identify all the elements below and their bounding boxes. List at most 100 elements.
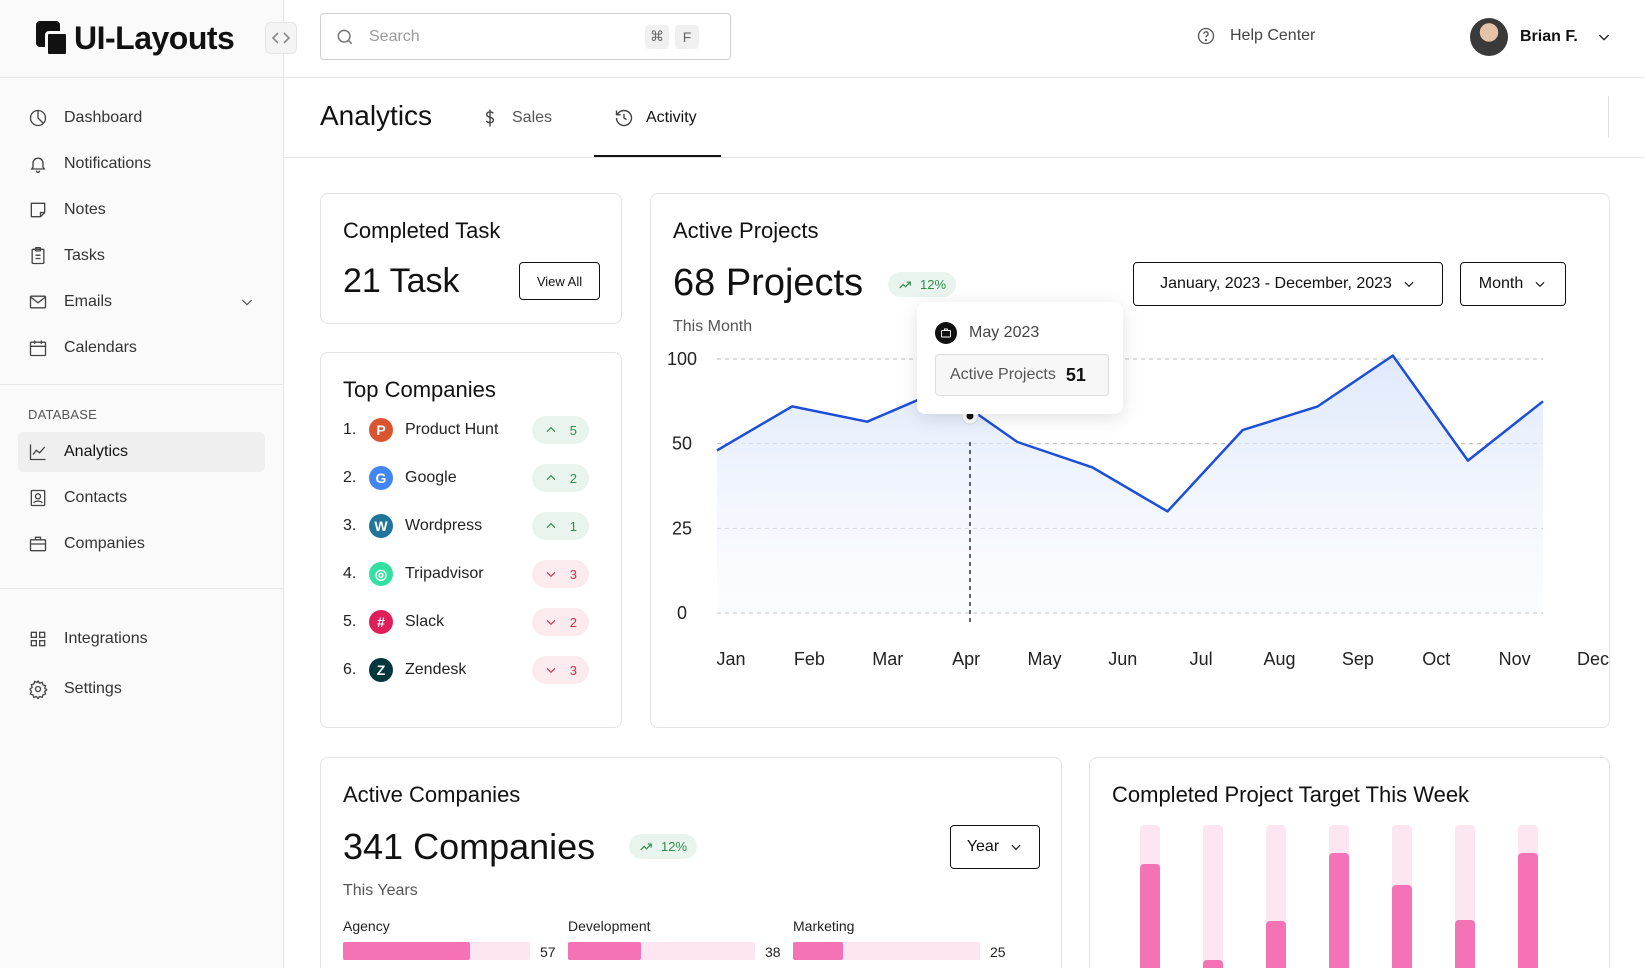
logo-row: UI-Layouts bbox=[0, 0, 297, 78]
sidebar-item-companies[interactable]: Companies bbox=[18, 524, 265, 564]
chevron-down-icon bbox=[546, 667, 556, 674]
sidebar-nav-bottom: Integrations Settings bbox=[0, 619, 283, 709]
department-bar-fill bbox=[793, 942, 844, 960]
briefcase-icon bbox=[935, 322, 957, 344]
rank-change-badge: 1 bbox=[531, 512, 589, 540]
sidebar-item-contacts[interactable]: Contacts bbox=[18, 478, 265, 518]
period-value: Month bbox=[1478, 275, 1524, 292]
chevron-down-icon bbox=[241, 299, 253, 306]
help-center-link[interactable]: Help Center bbox=[1196, 26, 1315, 46]
user-menu[interactable]: Brian F. bbox=[1470, 18, 1612, 56]
company-row[interactable]: 5. # Slack 2 bbox=[343, 607, 589, 637]
shortcut-cmd-key: ⌘ bbox=[645, 24, 669, 49]
target-bar-track bbox=[1203, 825, 1223, 968]
chevron-down-icon bbox=[1011, 844, 1021, 851]
period-dropdown[interactable]: Month bbox=[1460, 262, 1566, 306]
search-box[interactable]: ⌘ F bbox=[320, 13, 731, 60]
sidebar-item-tasks[interactable]: Tasks bbox=[18, 236, 265, 276]
rank-change-badge: 2 bbox=[531, 608, 589, 636]
x-tick-label: Nov bbox=[1499, 649, 1531, 669]
company-name: Product Hunt bbox=[405, 421, 499, 438]
company-logo-icon: P bbox=[369, 418, 393, 442]
date-range-dropdown[interactable]: January, 2023 - December, 2023 bbox=[1133, 262, 1443, 306]
card-title: Active Companies bbox=[343, 782, 521, 807]
tooltip-label: Active Projects bbox=[950, 366, 1056, 383]
sidebar-item-label: Integrations bbox=[64, 630, 148, 647]
period-caption: This Years bbox=[343, 882, 418, 899]
user-name: Brian F. bbox=[1520, 28, 1578, 45]
sidebar-nav-main: Dashboard Notifications Notes Tasks Emai… bbox=[0, 78, 283, 368]
sidebar-divider bbox=[0, 384, 283, 385]
rank-change-value: 3 bbox=[569, 566, 577, 582]
area-fill bbox=[717, 355, 1543, 613]
sidebar-item-calendars[interactable]: Calendars bbox=[18, 328, 265, 368]
sidebar-item-analytics[interactable]: Analytics bbox=[18, 432, 265, 472]
sidebar-item-notifications[interactable]: Notifications bbox=[18, 144, 265, 184]
x-tick-label: Mar bbox=[872, 649, 903, 669]
company-row[interactable]: 6. Z Zendesk 3 bbox=[343, 655, 589, 685]
search-input[interactable] bbox=[369, 27, 639, 46]
grid-icon bbox=[30, 631, 46, 647]
bell-icon bbox=[30, 157, 46, 173]
active-projects-value: 68 Projects bbox=[673, 262, 864, 304]
company-row[interactable]: 2. G Google 2 bbox=[343, 463, 589, 493]
top-companies-card: Top Companies 1. P Product Hunt 5 2. G Google 2… bbox=[320, 352, 622, 728]
department-bar-fill bbox=[568, 942, 641, 960]
target-bar-fill bbox=[1266, 921, 1286, 968]
company-row[interactable]: 1. P Product Hunt 5 bbox=[343, 415, 589, 445]
view-all-button[interactable]: View All bbox=[519, 262, 600, 300]
target-bar-fill bbox=[1203, 960, 1223, 968]
target-bar-fill bbox=[1140, 864, 1160, 968]
x-tick-label: Jul bbox=[1190, 649, 1213, 669]
tab-sales[interactable]: Sales bbox=[480, 102, 552, 134]
card-title: Active Projects bbox=[673, 218, 819, 243]
topbar: ⌘ F Help Center Brian F. bbox=[284, 0, 1645, 78]
company-row[interactable]: 4. ◎ Tripadvisor 3 bbox=[343, 559, 589, 589]
change-value: 12% bbox=[920, 277, 947, 292]
y-tick-label: 100 bbox=[667, 349, 697, 369]
company-rank: 2. bbox=[343, 469, 357, 486]
target-bar-fill bbox=[1329, 852, 1349, 968]
department-label: Development bbox=[568, 918, 651, 934]
dashboard-icon bbox=[29, 109, 47, 127]
department-value: 25 bbox=[990, 944, 1006, 960]
sidebar-item-integrations[interactable]: Integrations bbox=[18, 619, 265, 659]
app-name: UI-Layouts bbox=[74, 20, 235, 56]
company-logo-icon: # bbox=[369, 610, 393, 634]
help-circle-icon bbox=[1197, 27, 1215, 45]
company-logo-icon: Z bbox=[369, 658, 393, 682]
period-value: Year bbox=[966, 838, 1000, 855]
dollar-icon bbox=[485, 109, 495, 127]
rank-change-badge: 3 bbox=[531, 656, 589, 684]
tooltip-value-box: Active Projects 51 bbox=[935, 354, 1109, 396]
calendar-icon bbox=[29, 340, 47, 357]
tab-activity[interactable]: Activity bbox=[614, 102, 697, 134]
chart-tooltip: May 2023 Active Projects 51 bbox=[917, 302, 1123, 414]
rank-change-badge: 2 bbox=[531, 464, 589, 492]
sidebar-item-emails[interactable]: Emails bbox=[18, 282, 265, 322]
sidebar-item-label: Dashboard bbox=[64, 109, 143, 126]
sidebar-collapse-button[interactable] bbox=[265, 22, 297, 54]
date-range-value: January, 2023 - December, 2023 bbox=[1160, 275, 1392, 292]
sidebar-item-dashboard[interactable]: Dashboard bbox=[18, 98, 265, 138]
sidebar-item-notes[interactable]: Notes bbox=[18, 190, 265, 230]
company-row[interactable]: 3. W Wordpress 1 bbox=[343, 511, 589, 541]
active-companies-card: Active Companies 341 Companies 12% This … bbox=[320, 757, 1062, 968]
sidebar-item-label: Notifications bbox=[64, 155, 152, 172]
company-name: Google bbox=[405, 469, 457, 486]
change-badge: 12% bbox=[888, 272, 957, 297]
chevron-up-icon bbox=[546, 522, 556, 529]
rank-change-value: 2 bbox=[569, 470, 577, 486]
briefcase-icon bbox=[29, 536, 47, 552]
change-value: 12% bbox=[661, 839, 688, 854]
card-title: Top Companies bbox=[343, 377, 496, 402]
company-rank: 5. bbox=[343, 613, 357, 630]
history-icon bbox=[615, 109, 633, 127]
year-dropdown[interactable]: Year bbox=[950, 825, 1040, 869]
tooltip-header: May 2023 bbox=[935, 322, 1039, 344]
sidebar-item-label: Calendars bbox=[64, 339, 137, 356]
card-title: Completed Task bbox=[343, 218, 501, 243]
company-name: Slack bbox=[405, 613, 445, 630]
company-rank: 1. bbox=[343, 421, 357, 438]
sidebar-item-settings[interactable]: Settings bbox=[18, 669, 265, 709]
